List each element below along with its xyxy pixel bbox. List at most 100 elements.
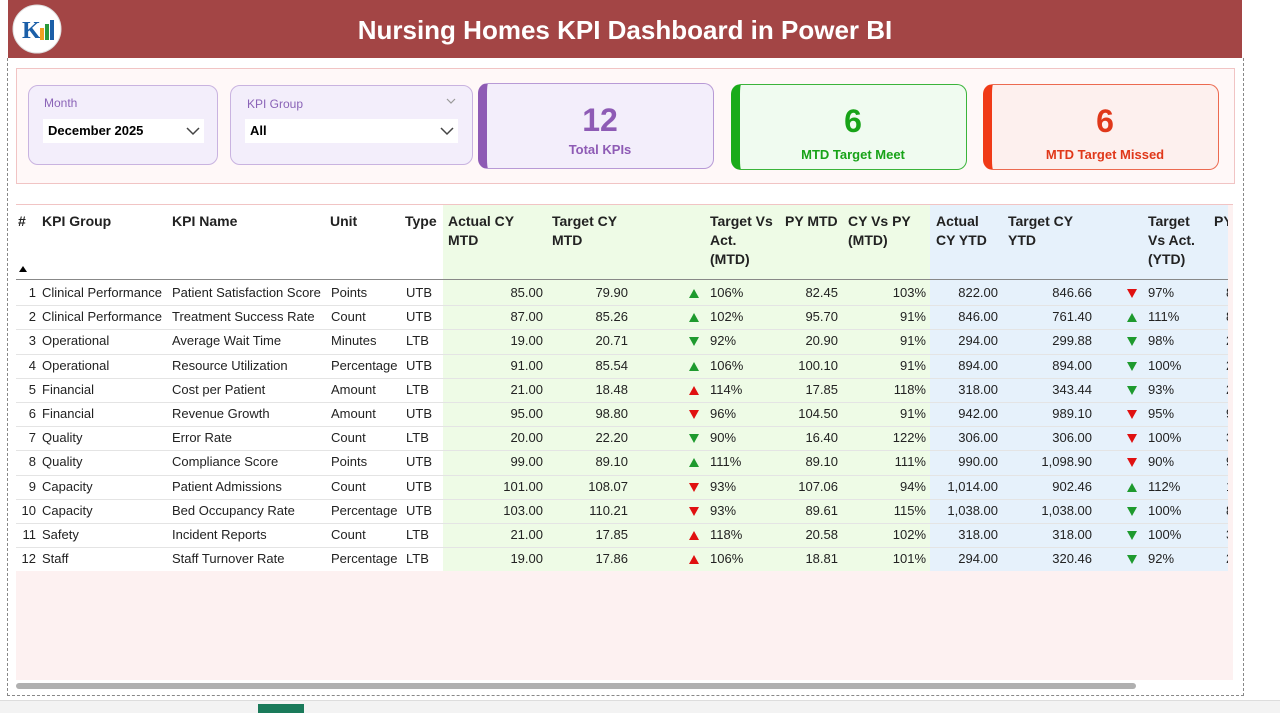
column-header: PY MTD	[785, 213, 838, 229]
table-cell: 91%	[899, 357, 926, 373]
table-cell: 990.00	[958, 454, 998, 470]
table-cell: 343.44	[1052, 381, 1092, 397]
table-cell: UTB	[406, 285, 432, 300]
table-cell: 318.00	[958, 527, 998, 542]
row-divider	[16, 353, 1228, 355]
table-cell: 97%	[1148, 285, 1175, 300]
table-cell: 320.46	[1052, 551, 1092, 567]
table-cell: 92%	[710, 333, 737, 349]
scrollbar[interactable]	[16, 683, 1136, 689]
table-cell: 1,038.00	[947, 502, 998, 518]
table-cell: Clinical Performance	[42, 285, 162, 300]
row-divider	[16, 498, 1228, 500]
table-cell: 9	[1226, 454, 1228, 470]
table-cell: 102%	[710, 309, 744, 325]
table-cell: 100%	[1148, 527, 1182, 542]
row-divider	[16, 305, 1228, 307]
table-cell: 942.00	[958, 406, 998, 421]
column-header: #	[18, 213, 26, 229]
card-value: 6	[844, 103, 862, 139]
table-cell: LTB	[406, 333, 429, 349]
table-cell: UTB	[406, 478, 432, 494]
table-cell: 101.00	[503, 478, 543, 494]
status-icon	[689, 410, 699, 419]
table-cell: 100%	[1148, 502, 1182, 518]
column-header: Target CY MTD	[552, 213, 617, 248]
status-icon	[689, 434, 699, 444]
table-cell: 95.70	[805, 309, 838, 325]
table-cell: 22.20	[595, 430, 628, 446]
table-cell: 7	[28, 430, 36, 446]
table-cell: 108.07	[588, 478, 628, 494]
table-cell: Resource Utilization	[172, 357, 288, 373]
table-cell: 294.00	[958, 551, 998, 567]
status-icon	[1127, 337, 1137, 347]
table-cell: 3	[1226, 527, 1228, 543]
table-cell: 8	[1226, 503, 1228, 519]
status-icon	[689, 289, 699, 298]
table-cell: Percentage	[331, 502, 398, 518]
table-cell: Error Rate	[172, 430, 232, 446]
slicer-label: Month	[44, 96, 78, 110]
table-cell: 894.00	[958, 357, 998, 373]
table-cell: UTB	[406, 406, 432, 421]
table-cell: 79.90	[595, 285, 628, 300]
table-cell: Clinical Performance	[42, 309, 162, 325]
table-cell: 104.50	[798, 406, 838, 421]
table-cell: Financial	[42, 406, 95, 421]
table-cell: 85.00	[510, 285, 543, 300]
table-cell: Operational	[42, 357, 110, 373]
table-cell: 306.00	[958, 430, 998, 446]
table-cell: Amount	[331, 381, 376, 397]
table-cell: 11	[22, 527, 37, 542]
card-value: 12	[582, 102, 618, 138]
table-cell: LTB	[406, 430, 429, 446]
table-cell: 96%	[710, 406, 737, 421]
table-cell: 8	[1226, 285, 1228, 301]
mtd-band	[443, 205, 930, 571]
table-cell: 85.26	[595, 309, 628, 325]
table-cell: 111%	[894, 454, 926, 470]
svg-text:K: K	[22, 18, 41, 44]
status-icon	[1127, 482, 1137, 492]
table-cell: 9	[1226, 406, 1228, 422]
table-cell: 111%	[710, 454, 742, 470]
table-cell: 112%	[1148, 478, 1181, 494]
table-cell: 103.00	[503, 502, 543, 518]
table-cell: 95.00	[510, 406, 543, 421]
table-cell: 306.00	[1052, 430, 1092, 446]
table-cell: 103%	[892, 285, 926, 300]
table-cell: UTB	[406, 454, 432, 470]
table-cell: Minutes	[331, 333, 377, 349]
table-cell: 9	[28, 478, 36, 494]
table-cell: 20.58	[805, 527, 838, 542]
table-cell: Percentage	[331, 551, 398, 567]
table-cell: 106%	[710, 285, 744, 300]
table-cell: 98.80	[595, 406, 628, 421]
slicer-label: KPI Group	[247, 97, 304, 111]
table-cell: 318.00	[1052, 527, 1092, 542]
table-cell: Staff Turnover Rate	[172, 551, 285, 567]
table-cell: 846.00	[958, 309, 998, 325]
table-cell: Patient Admissions	[172, 478, 282, 494]
table-cell: 85.54	[595, 357, 628, 373]
column-header: KPI Group	[42, 213, 112, 229]
table-cell: Count	[331, 478, 366, 494]
table-cell: 17.85	[805, 381, 838, 397]
table-cell: 894.00	[1052, 357, 1092, 373]
month-dropdown[interactable]: December 2025	[43, 119, 204, 143]
table-cell: 89.10	[805, 454, 838, 470]
table-cell: 4	[28, 357, 36, 373]
status-icon	[689, 385, 699, 395]
kpi-group-dropdown[interactable]: All	[245, 119, 458, 143]
table-cell: 3	[28, 333, 36, 349]
table-cell: Count	[331, 309, 366, 325]
active-tab[interactable]	[258, 704, 304, 713]
table-cell: Financial	[42, 381, 95, 397]
table-cell: 2	[1226, 551, 1228, 567]
table-cell: 91%	[899, 333, 926, 349]
status-icon	[689, 506, 699, 516]
status-icon	[689, 313, 699, 323]
table-cell: 902.46	[1052, 478, 1092, 494]
